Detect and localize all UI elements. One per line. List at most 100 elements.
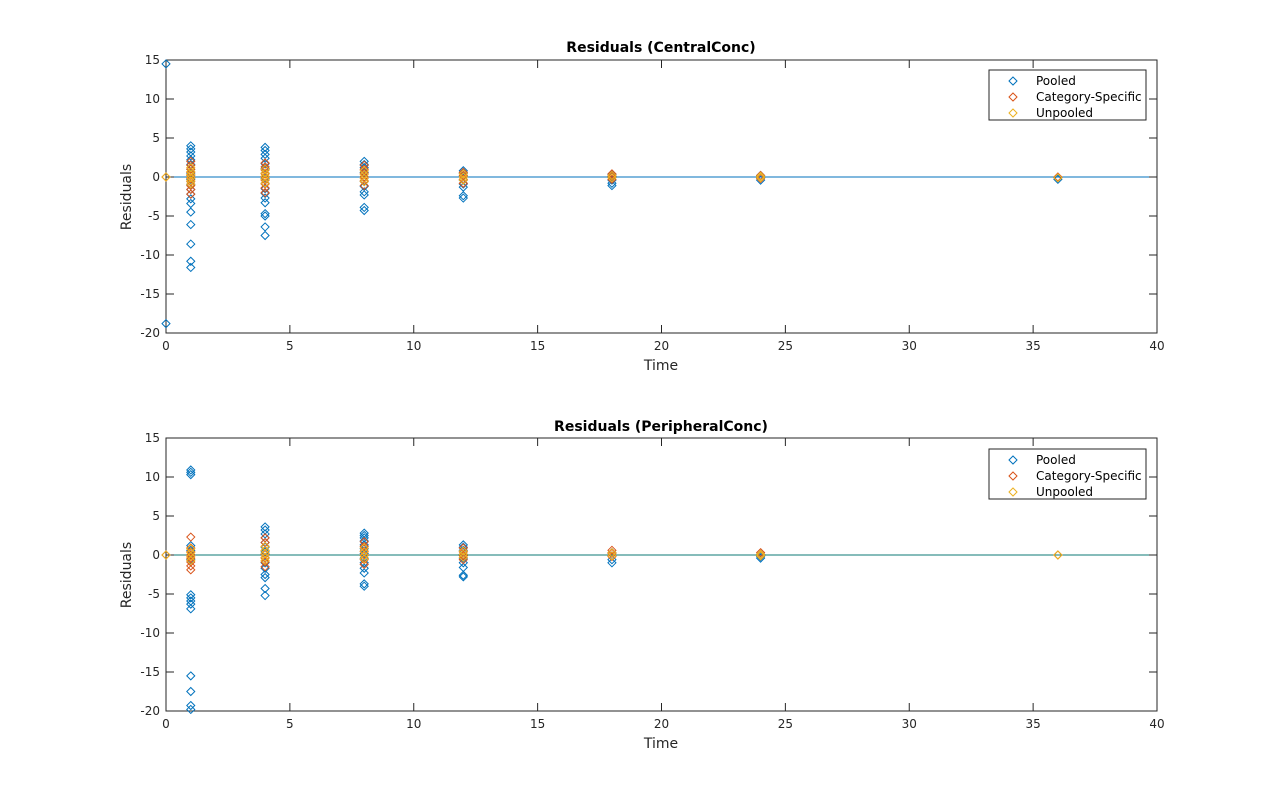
peripheral-conc-x-label: Time <box>643 736 678 752</box>
unpooled-point <box>186 166 196 177</box>
category-specific-point <box>260 165 270 175</box>
pooled-point <box>186 262 196 273</box>
x-tick-label: 0 <box>162 717 170 731</box>
unpooled-point <box>1053 173 1063 183</box>
unpooled-point <box>260 555 270 566</box>
category-specific-point <box>260 187 270 198</box>
pooled-point <box>260 142 270 153</box>
y-tick-label: -15 <box>140 287 160 301</box>
category-specific-point <box>186 532 196 542</box>
peripheral-conc-points <box>161 465 1063 715</box>
pooled-point <box>186 599 196 609</box>
category-specific-point <box>359 554 369 565</box>
unpooled-point <box>186 176 196 186</box>
unpooled-point <box>161 172 171 182</box>
unpooled-point <box>186 173 196 183</box>
legend-category-specific-marker <box>1008 92 1018 102</box>
x-tick-label: 25 <box>778 717 793 731</box>
pooled-point <box>186 467 196 478</box>
y-tick-label: -10 <box>140 248 160 262</box>
peripheral-conc-legend: Pooled Category-Specific Unpooled <box>988 448 1147 500</box>
pooled-point <box>458 168 469 178</box>
pooled-point <box>260 590 270 601</box>
pooled-point <box>186 700 196 711</box>
category-specific-point <box>1053 172 1063 182</box>
central-conc-legend: Pooled Category-Specific Unpooled <box>988 69 1147 121</box>
x-tick-label: 40 <box>1149 339 1164 353</box>
pooled-point <box>186 671 196 681</box>
pooled-point <box>186 144 196 154</box>
pooled-point <box>458 572 469 582</box>
legend-pooled-label: Pooled <box>1036 74 1076 88</box>
y-tick-label: -5 <box>148 209 160 223</box>
unpooled-point <box>260 174 270 185</box>
pooled-point <box>359 187 369 197</box>
pooled-point <box>260 583 270 594</box>
x-tick-label: 15 <box>530 339 545 353</box>
unpooled-point <box>260 168 270 178</box>
pooled-point <box>359 530 369 541</box>
pooled-point <box>458 191 469 201</box>
x-tick-label: 5 <box>286 717 294 731</box>
unpooled-point <box>186 551 196 562</box>
pooled-point <box>458 570 469 580</box>
x-tick-label: 10 <box>406 717 421 731</box>
unpooled-point <box>359 176 369 187</box>
unpooled-point <box>359 551 369 561</box>
peripheral-conc-title: Residuals (PeripheralConc) <box>554 419 768 435</box>
unpooled-point <box>607 173 617 183</box>
x-tick-label: 10 <box>406 339 421 353</box>
pooled-point <box>260 230 270 241</box>
category-specific-point <box>186 561 196 571</box>
pooled-point <box>186 686 196 697</box>
x-tick-label: 0 <box>162 339 170 353</box>
central-conc-y-label: Residuals <box>119 164 135 230</box>
pooled-point <box>186 540 196 551</box>
pooled-point <box>458 193 469 203</box>
unpooled-point <box>458 169 469 179</box>
legend-unpooled-label: Unpooled <box>1036 106 1093 120</box>
unpooled-point <box>186 169 196 180</box>
pooled-point <box>260 198 270 208</box>
unpooled-point <box>161 550 171 560</box>
unpooled-point <box>755 173 766 183</box>
peripheral-conc-x-ticks: 0 5 10 15 20 25 30 35 40 <box>162 438 1165 731</box>
pooled-point <box>186 194 196 204</box>
pooled-point <box>458 179 469 189</box>
unpooled-point <box>260 552 270 563</box>
unpooled-point <box>458 172 469 182</box>
y-tick-label: -5 <box>148 587 160 601</box>
unpooled-point <box>458 549 469 559</box>
pooled-point <box>260 211 270 221</box>
unpooled-point <box>260 548 270 559</box>
category-specific-point <box>186 160 196 171</box>
category-specific-point <box>607 171 617 181</box>
pooled-point <box>607 558 617 568</box>
y-tick-label: -20 <box>140 704 160 718</box>
category-specific-point <box>607 548 617 559</box>
pooled-point <box>359 563 369 573</box>
x-tick-label: 35 <box>1025 717 1040 731</box>
pooled-point <box>186 704 196 715</box>
legend-unpooled-label: Unpooled <box>1036 485 1093 499</box>
legend-pooled-label: Pooled <box>1036 453 1076 467</box>
unpooled-point <box>260 178 270 188</box>
unpooled-point <box>755 551 766 561</box>
pooled-point <box>607 178 617 188</box>
central-conc-points <box>161 59 1063 329</box>
category-specific-point <box>458 551 469 561</box>
legend-pooled-marker <box>1008 455 1018 465</box>
x-tick-label: 20 <box>654 339 669 353</box>
pooled-point <box>260 193 270 203</box>
unpooled-point <box>359 173 369 184</box>
legend-unpooled-marker <box>1008 487 1018 497</box>
y-tick-label: 5 <box>152 509 160 523</box>
pooled-point <box>186 174 196 185</box>
x-tick-label: 40 <box>1149 717 1164 731</box>
pooled-point <box>260 159 270 169</box>
category-specific-point <box>755 170 766 181</box>
pooled-point <box>186 465 196 475</box>
unpooled-point <box>1053 550 1063 560</box>
category-specific-point <box>607 174 617 185</box>
